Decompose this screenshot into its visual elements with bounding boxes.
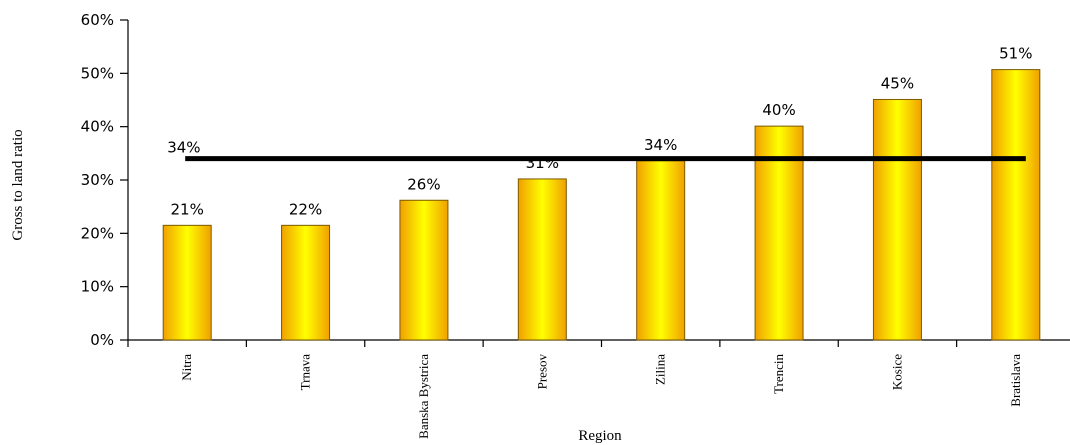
- bar: [991, 69, 1041, 341]
- bar-data-label: 45%: [881, 74, 914, 92]
- bar: [281, 224, 331, 341]
- bar: [162, 224, 212, 341]
- bar-data-label: 21%: [171, 200, 204, 218]
- bar: [754, 125, 804, 341]
- category-label: Trencin: [771, 354, 786, 394]
- bar-data-label: 40%: [762, 101, 795, 119]
- y-tick-label: 60%: [81, 11, 114, 29]
- category-label: Nitra: [179, 354, 194, 381]
- data-labels: 21% 22%26%31%34%40%45%51%: [171, 45, 1033, 219]
- bar-data-label: 22%: [289, 200, 322, 218]
- y-tick-label: 30%: [81, 171, 114, 189]
- category-label: Kosice: [889, 354, 904, 390]
- bar-data-label: 34%: [644, 136, 677, 154]
- category-label: Banska Bystrica: [416, 354, 431, 439]
- y-tick-label: 40%: [81, 118, 114, 136]
- reference-line-label: 34%: [167, 139, 200, 157]
- category-label: Zilina: [653, 354, 668, 385]
- bar-data-label: 51%: [999, 45, 1032, 63]
- category-label: Bratislava: [1008, 354, 1023, 407]
- category-labels: Nitra Trnava Banska Bystrica Presov Zilina Tr…: [179, 354, 1023, 439]
- y-tick-label: 20%: [81, 224, 114, 242]
- bar-data-label: 26%: [407, 175, 440, 193]
- y-tick-label: 0%: [90, 331, 114, 349]
- bars: [162, 69, 1041, 341]
- bar: [636, 160, 686, 341]
- y-tick-label: 50%: [81, 64, 114, 82]
- y-axis-title: Gross to land ratio: [10, 129, 26, 240]
- category-label: Trnava: [298, 354, 313, 391]
- x-axis-title: Region: [578, 428, 622, 444]
- bar: [872, 98, 922, 341]
- reference-line-group: 34%: [167, 139, 1026, 162]
- bar: [517, 178, 567, 341]
- category-label: Presov: [534, 354, 549, 390]
- bar: [399, 199, 449, 341]
- y-tick-label: 10%: [81, 278, 114, 296]
